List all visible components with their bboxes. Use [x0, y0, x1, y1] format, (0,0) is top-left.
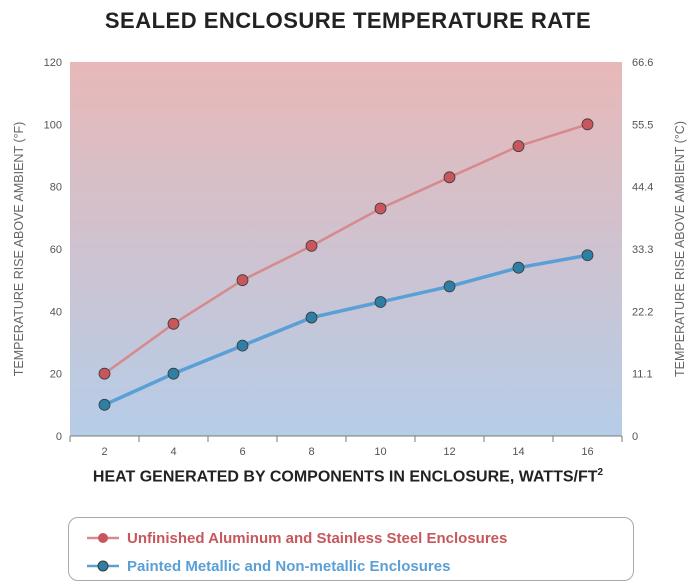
- y-tick-label: 40: [50, 306, 62, 318]
- data-point-aluminum: [236, 274, 249, 287]
- legend-swatch-blue: [87, 560, 119, 572]
- y2-tick-label: 11.1: [632, 369, 653, 381]
- y2-tick-label: 44.4: [632, 182, 653, 194]
- data-point-aluminum: [512, 140, 525, 153]
- x-tick-label: 14: [512, 446, 524, 458]
- y2-tick-label: 33.3: [632, 244, 653, 256]
- y2-tick-label: 55.5: [632, 119, 653, 131]
- x-tick-label: 4: [170, 446, 176, 458]
- x-axis-title: HEAT GENERATED BY COMPONENTS IN ENCLOSUR…: [92, 467, 604, 486]
- x-tick-label: 6: [239, 446, 245, 458]
- y-tick-label: 100: [44, 119, 62, 131]
- y2-tick-label: 0: [632, 431, 638, 443]
- legend-label-painted: Painted Metallic and Non-metallic Enclos…: [127, 557, 451, 575]
- x-tick-label: 10: [374, 446, 386, 458]
- legend: Unfinished Aluminum and Stainless Steel …: [68, 517, 634, 581]
- y-tick-label: 120: [44, 57, 62, 69]
- x-tick-label: 8: [308, 446, 314, 458]
- data-point-aluminum: [581, 118, 594, 131]
- legend-item-aluminum: Unfinished Aluminum and Stainless Steel …: [87, 526, 507, 550]
- chart-title: SEALED ENCLOSURE TEMPERATURE RATE: [104, 8, 592, 33]
- y2-tick-label: 22.2: [632, 306, 653, 318]
- legend-item-painted: Painted Metallic and Non-metallic Enclos…: [87, 554, 450, 578]
- chart-plot: 2 4 6 8 10 12 14 16 0 20 40 60 80 100 120 0 11.1 22.2 33.3…: [12, 57, 687, 458]
- data-point-aluminum: [167, 317, 180, 330]
- data-point-aluminum: [443, 171, 456, 184]
- data-point-painted: [374, 296, 387, 308]
- data-point-aluminum: [98, 367, 111, 380]
- y-axis-title: TEMPERATURE RISE ABOVE AMBIENT (°F): [12, 122, 26, 377]
- data-point-painted: [236, 339, 249, 352]
- y-tick-label: 0: [56, 431, 62, 443]
- x-tick-label: 12: [443, 446, 455, 458]
- data-point-painted: [443, 280, 456, 293]
- data-point-painted: [305, 311, 318, 324]
- x-tick-label: 16: [581, 446, 593, 458]
- series-line-painted: [103, 253, 588, 407]
- y2-tick-label: 66.6: [632, 57, 653, 69]
- plot-background: [70, 62, 622, 436]
- data-point-painted: [581, 249, 594, 262]
- y-tick-label: 20: [50, 369, 62, 381]
- data-point-aluminum: [305, 239, 318, 252]
- data-point-aluminum: [374, 202, 387, 215]
- data-point-painted: [167, 367, 180, 380]
- data-point-painted: [98, 398, 111, 411]
- y2-axis-title: TEMPERATURE RISE ABOVE AMBIENT (°C): [673, 121, 687, 377]
- series-line-aluminum: [103, 123, 588, 375]
- y-tick-label: 80: [50, 182, 62, 194]
- y-tick-label: 60: [50, 244, 62, 256]
- legend-swatch-red: [87, 533, 119, 543]
- legend-label-aluminum: Unfinished Aluminum and Stainless Steel …: [127, 529, 508, 547]
- data-point-painted: [512, 261, 525, 274]
- x-tick-label: 2: [101, 446, 107, 458]
